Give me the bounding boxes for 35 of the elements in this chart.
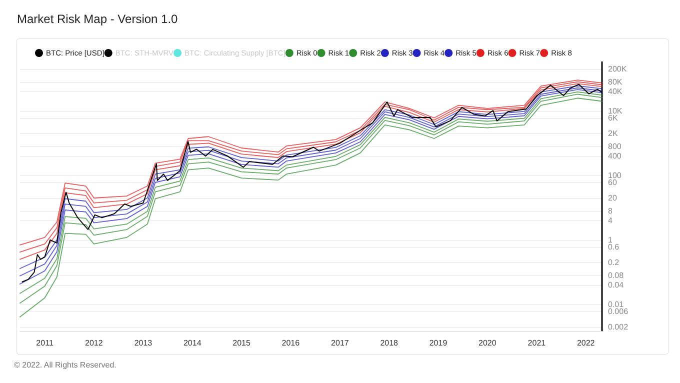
y-tick-label: 10K [608,106,623,116]
x-tick-label: 2011 [36,338,54,348]
y-tick-label: 1 [608,235,613,244]
chart-title: Market Risk Map - Version 1.0 [17,12,178,26]
x-tick-label: 2018 [380,338,399,348]
y-tick-label: 80K [608,77,623,86]
y-tick-label: 0.6 [608,242,620,252]
x-tick-label: 2013 [134,338,153,348]
y-tick-label: 0.006 [608,307,629,316]
y-tick-label: 0.2 [608,258,620,267]
x-tick-label: 2021 [528,338,546,348]
y-tick-label: 800 [608,142,622,151]
y-tick-label: 40K [608,87,623,96]
x-tick-label: 2017 [331,338,350,348]
x-tick-label: 2020 [478,338,497,348]
y-tick-label: 4 [608,216,613,226]
x-tick-label: 2019 [429,338,448,348]
y-tick-label: 0.08 [608,270,624,280]
x-tick-label: 2022 [576,338,596,348]
y-tick-label: 400 [608,152,622,161]
text: © 2022. All Rights Reserved. [14,360,116,370]
x-tick-label: 2012 [85,338,104,348]
y-tick-label: 60 [608,178,618,188]
y-tick-label: 200K [608,64,628,74]
y-tick-label: 0.002 [608,322,629,332]
y-tick-label: 0.04 [608,280,624,290]
y-tick-label: 100 [608,170,622,180]
x-tick-label: 2015 [232,338,251,348]
x-tick-label: 2016 [282,338,300,348]
y-tick-label: 20 [608,193,618,202]
x-tick-label: 2014 [183,338,202,348]
y-tick-label: 0.01 [608,300,624,309]
y-tick-label: 8 [608,206,613,216]
y-tick-label: 2K [608,129,618,138]
y-tick-label: 6K [608,114,618,123]
